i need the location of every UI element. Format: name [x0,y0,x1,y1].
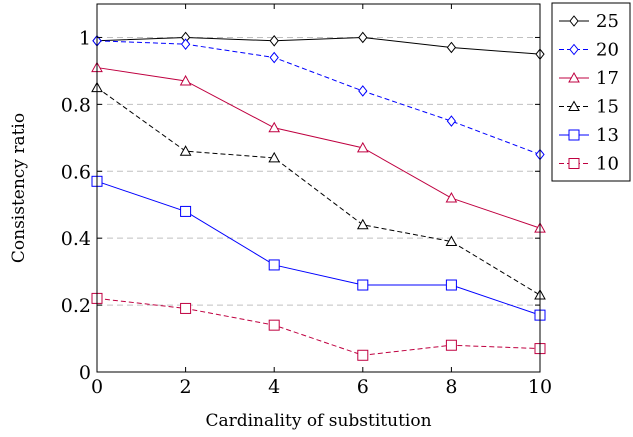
series-10 [91,292,546,361]
x-axis-label: Cardinality of substitution [205,411,431,431]
x-tick-label: 6 [357,376,369,398]
y-axis-label: Consistency ratio [9,113,29,263]
data-point-15 [356,218,369,230]
data-point-20 [180,38,191,50]
series-line-15 [96,87,541,296]
legend-item-20: 20 [559,40,619,61]
x-tick-label: 4 [268,376,280,398]
legend-box [551,2,631,182]
legend-item-10: 10 [559,154,619,175]
data-point-20 [269,51,279,64]
legend-label: 20 [596,40,619,61]
data-point-10 [445,339,457,351]
y-tick-label: 0.2 [61,295,91,317]
legend-label: 13 [596,125,619,146]
data-point-25 [358,31,368,44]
legend-item-13: 13 [559,125,619,146]
series-layer [91,31,546,361]
series-line-20 [96,40,541,156]
y-tick-label: 0.4 [61,228,91,250]
data-point-17 [179,74,192,86]
series-25 [92,31,545,60]
data-point-17 [356,141,369,153]
plot-frame [96,3,541,373]
y-tick-label: 0 [79,362,91,384]
series-13 [91,175,546,321]
grid-lines [97,36,540,306]
legend-item-25: 25 [559,11,619,32]
x-tick-label: 0 [91,376,103,398]
legend-label: 10 [596,154,619,175]
legend-marker [569,15,579,27]
data-point-13 [357,279,369,291]
data-point-13 [445,279,457,291]
data-point-17 [445,192,458,203]
legend-label: 17 [596,68,619,89]
data-point-25 [446,41,457,54]
data-point-25 [269,34,279,47]
data-point-20 [446,115,457,127]
data-point-13 [180,205,192,217]
data-point-13 [268,259,280,271]
y-tick-label: 0.8 [61,94,91,116]
legend: 25 20 17 15 13 10 [551,2,631,182]
legend-item-17: 17 [559,68,619,89]
series-20 [92,34,545,161]
y-tick-label: 0.6 [61,161,91,183]
series-15 [91,81,546,300]
x-tick-label: 8 [445,376,457,398]
series-line-25 [96,36,541,55]
x-tick-label: 2 [180,376,192,398]
series-line-13 [96,180,541,316]
axis-ticks: 00.20.40.60.810 2 4 6 8 10 [61,4,552,398]
data-point-17 [268,121,281,133]
data-point-20 [358,85,368,97]
legend-label: 15 [596,97,619,118]
series-line-10 [96,297,541,356]
legend-marker [568,158,580,169]
data-point-15 [445,235,458,247]
legend-item-15: 15 [559,97,619,118]
data-point-10 [357,349,369,361]
legend-marker [568,129,580,141]
data-point-15 [268,151,281,163]
legend-marker [569,43,579,56]
data-point-15 [179,145,192,156]
legend-label: 25 [596,11,619,32]
data-point-10 [180,302,192,314]
y-tick-label: 1 [79,27,91,49]
legend-marker [568,71,580,83]
series-line-17 [96,67,541,229]
x-tick-label: 10 [528,376,552,398]
data-point-10 [268,319,280,331]
series-17 [91,61,546,233]
legend-marker [568,100,580,111]
